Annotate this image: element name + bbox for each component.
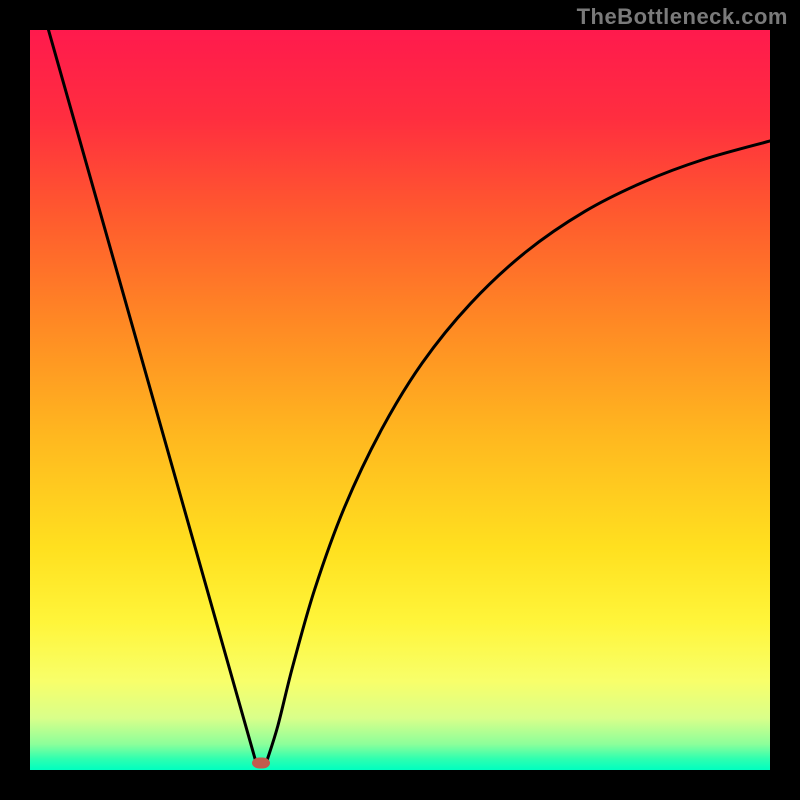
watermark-text: TheBottleneck.com [577, 4, 788, 30]
curve-right-branch [267, 141, 770, 761]
minimum-marker [252, 757, 270, 768]
plot-area [30, 30, 770, 770]
curve-left-branch [49, 30, 256, 761]
figure-container: TheBottleneck.com [0, 0, 800, 800]
bottleneck-curve [30, 30, 770, 770]
